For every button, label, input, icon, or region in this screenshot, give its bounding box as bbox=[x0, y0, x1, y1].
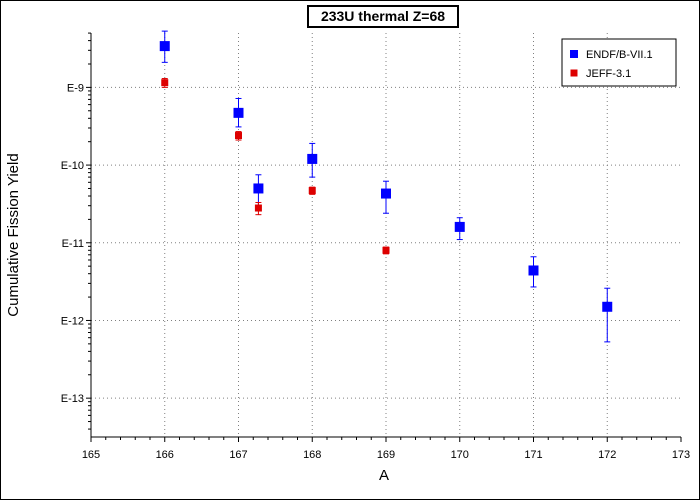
data-point bbox=[161, 79, 169, 87]
x-tick-label: 172 bbox=[598, 449, 616, 461]
y-tick-label: E-10 bbox=[61, 160, 84, 172]
x-tick-label: 166 bbox=[156, 449, 174, 461]
data-point bbox=[307, 153, 318, 164]
data-point bbox=[381, 188, 391, 199]
y-axis-title: Cumulative Fission Yield bbox=[5, 153, 22, 316]
x-tick-label: 171 bbox=[524, 449, 542, 461]
y-tick-label: E-9 bbox=[67, 82, 84, 94]
data-point bbox=[602, 301, 613, 312]
data-point bbox=[308, 187, 316, 195]
series-1 bbox=[161, 78, 390, 255]
data-point bbox=[235, 132, 242, 140]
grid bbox=[91, 33, 681, 437]
data-point bbox=[454, 221, 465, 232]
data-point bbox=[254, 204, 262, 212]
legend-box bbox=[561, 38, 677, 87]
data-point bbox=[253, 183, 264, 194]
chart-title: 233U thermal Z=68 bbox=[307, 5, 459, 28]
legend-entry: JEFF-3.1 bbox=[586, 68, 631, 80]
x-tick-label: 167 bbox=[229, 449, 247, 461]
series-0 bbox=[159, 30, 613, 343]
axes: 165 166 167 168 169 170 171 172 173 E-9 E-10 E-11 E-… bbox=[5, 32, 690, 484]
legend-entry: ENDF/B-VII.1 bbox=[586, 49, 653, 61]
legend-marker bbox=[570, 69, 578, 77]
x-axis-title: A bbox=[379, 467, 389, 484]
y-tick-label: E-13 bbox=[61, 393, 84, 405]
y-tick-label: E-12 bbox=[61, 315, 84, 327]
legend-marker bbox=[570, 50, 578, 58]
x-tick-label: 169 bbox=[377, 449, 395, 461]
data-point bbox=[233, 107, 244, 118]
y-tick-label: E-11 bbox=[62, 238, 84, 250]
data-point bbox=[159, 41, 170, 52]
series-layer bbox=[159, 30, 613, 343]
x-tick-label: 168 bbox=[303, 449, 321, 461]
x-tick-label: 173 bbox=[672, 449, 690, 461]
x-tick-label: 170 bbox=[451, 449, 469, 461]
data-point bbox=[528, 265, 539, 276]
legend: ENDF/B-VII.1 JEFF-3.1 bbox=[561, 38, 677, 87]
data-point bbox=[382, 246, 390, 254]
x-tick-label: 165 bbox=[82, 449, 100, 461]
